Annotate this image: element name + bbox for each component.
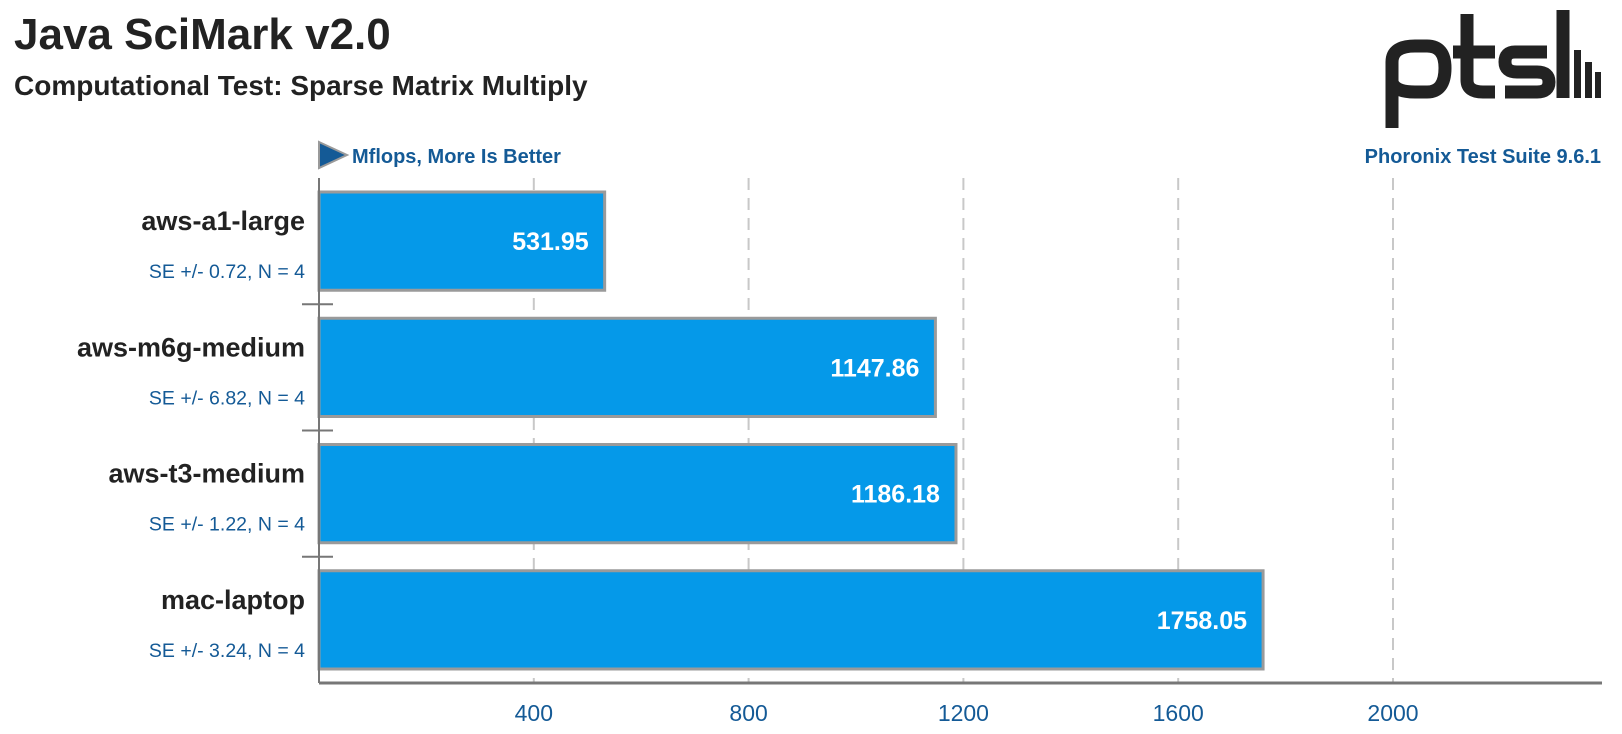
bar <box>317 443 958 545</box>
chart-header: Mflops, More Is Better Phoronix Test Sui… <box>318 140 1601 170</box>
pts-logo <box>1385 10 1601 128</box>
suite-label: Phoronix Test Suite 9.6.1 <box>1365 146 1601 168</box>
category-label: aws-m6g-medium <box>77 332 305 362</box>
bar <box>317 569 1265 671</box>
bar-value-label: 1758.05 <box>1157 607 1247 635</box>
category-label: aws-t3-medium <box>108 459 305 489</box>
category-label: mac-laptop <box>161 585 305 615</box>
x-tick-label: 1600 <box>1153 700 1204 726</box>
bars: 531.95 1147.86 1186.18 1758.05 <box>317 190 1265 671</box>
x-tick-label: 400 <box>515 700 553 726</box>
x-tick-label: 2000 <box>1367 700 1418 726</box>
se-label: SE +/- 6.82, N = 4 <box>149 387 305 409</box>
category-labels: aws-a1-large SE +/- 0.72, N = 4 aws-m6g-me… <box>77 206 305 662</box>
x-tick-label: 1200 <box>938 700 989 726</box>
bar-value-label: 1186.18 <box>851 481 940 509</box>
se-label: SE +/- 3.24, N = 4 <box>149 640 305 662</box>
chart-subtitle: Computational Test: Sparse Matrix Multip… <box>14 70 588 101</box>
axes: 400 800 1200 1600 2000 <box>302 178 1602 726</box>
chart-title: Java SciMark v2.0 <box>14 10 391 59</box>
bar <box>317 190 607 292</box>
se-label: SE +/- 1.22, N = 4 <box>149 514 305 536</box>
units-label: Mflops, More Is Better <box>352 146 561 168</box>
play-arrow-icon <box>318 140 350 170</box>
bar-value-label: 1147.86 <box>830 354 919 382</box>
x-tick-label: 800 <box>729 700 767 726</box>
category-label: aws-a1-large <box>141 206 305 236</box>
bar-value-label: 531.95 <box>512 228 589 256</box>
se-label: SE +/- 0.72, N = 4 <box>149 261 305 283</box>
